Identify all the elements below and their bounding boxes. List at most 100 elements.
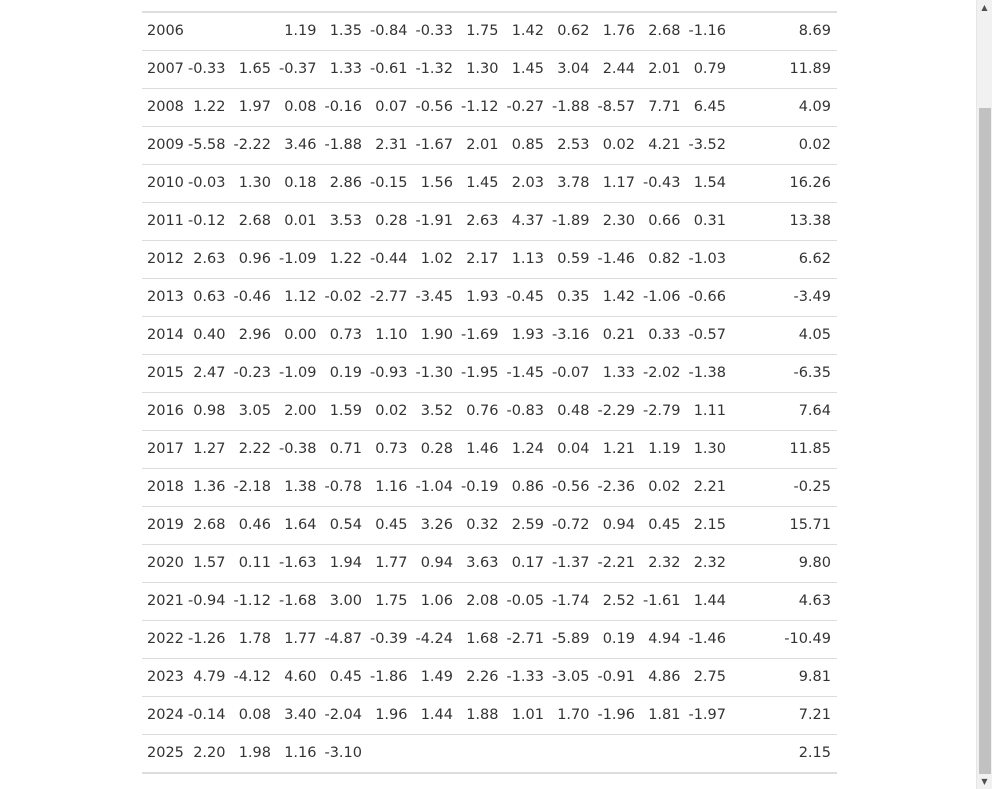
monthly-returns-table: 2006 1.19 1.35 -0.84 -0.33 1.75 1.42 0.62 1.76 2.… xyxy=(142,11,837,774)
year-cell: 2025 xyxy=(142,734,186,774)
month-value-cell: -1.45 xyxy=(504,354,550,393)
month-value-cell: -3.05 xyxy=(550,658,596,697)
year-total-cell: 9.80 xyxy=(784,544,837,583)
month-value-cell: -0.12 xyxy=(186,202,232,241)
month-value-cell: -1.03 xyxy=(686,240,732,279)
month-value-cell: 3.53 xyxy=(322,202,368,241)
table-row: 2013 0.63 -0.46 1.12 -0.02 -2.77 -3.45 1.93 -0.4… xyxy=(142,278,837,317)
month-value-cell: 2.86 xyxy=(322,164,368,203)
month-value-cell: 1.33 xyxy=(322,50,368,89)
spacer-cell xyxy=(732,430,784,469)
month-value-cell: -0.93 xyxy=(368,354,414,393)
month-value-cell: 1.42 xyxy=(595,278,641,317)
month-value-cell: 2.08 xyxy=(459,582,505,621)
month-value-cell xyxy=(641,734,687,774)
month-value-cell: 0.07 xyxy=(368,88,414,127)
month-value-cell: -0.19 xyxy=(459,468,505,507)
month-value-cell: 0.40 xyxy=(186,316,232,355)
year-cell: 2011 xyxy=(142,202,186,241)
month-value-cell: -0.23 xyxy=(231,354,277,393)
month-value-cell: 2.30 xyxy=(595,202,641,241)
month-value-cell: 2.31 xyxy=(368,126,414,165)
month-value-cell: 2.01 xyxy=(459,126,505,165)
month-value-cell: -2.22 xyxy=(231,126,277,165)
month-value-cell xyxy=(504,734,550,774)
month-value-cell: 0.19 xyxy=(595,620,641,659)
month-value-cell: -0.78 xyxy=(322,468,368,507)
month-value-cell: 0.86 xyxy=(504,468,550,507)
month-value-cell: -0.16 xyxy=(322,88,368,127)
month-value-cell: 2.21 xyxy=(686,468,732,507)
month-value-cell: 0.33 xyxy=(641,316,687,355)
month-value-cell: -2.29 xyxy=(595,392,641,431)
table-row: 2012 2.63 0.96 -1.09 1.22 -0.44 1.02 2.17 1.13 0.… xyxy=(142,240,837,279)
month-value-cell: 2.32 xyxy=(641,544,687,583)
month-value-cell: 0.02 xyxy=(595,126,641,165)
month-value-cell xyxy=(550,734,596,774)
year-cell: 2019 xyxy=(142,506,186,545)
month-value-cell: 1.17 xyxy=(595,164,641,203)
month-value-cell: 2.00 xyxy=(277,392,323,431)
month-value-cell: -4.87 xyxy=(322,620,368,659)
month-value-cell: 1.33 xyxy=(595,354,641,393)
year-total-cell: 8.69 xyxy=(784,11,837,51)
year-total-cell: 15.71 xyxy=(784,506,837,545)
vertical-scrollbar[interactable]: ▲ ▼ xyxy=(976,0,992,789)
month-value-cell: -8.57 xyxy=(595,88,641,127)
month-value-cell: -3.52 xyxy=(686,126,732,165)
month-value-cell: 7.71 xyxy=(641,88,687,127)
month-value-cell: 0.71 xyxy=(322,430,368,469)
month-value-cell: -1.46 xyxy=(595,240,641,279)
month-value-cell: -1.63 xyxy=(277,544,323,583)
scroll-up-arrow-icon[interactable]: ▲ xyxy=(981,3,988,12)
month-value-cell: 3.52 xyxy=(413,392,459,431)
month-value-cell: -3.10 xyxy=(322,734,368,774)
month-value-cell: 1.19 xyxy=(641,430,687,469)
month-value-cell: -0.91 xyxy=(595,658,641,697)
spacer-cell xyxy=(732,544,784,583)
month-value-cell: 3.05 xyxy=(231,392,277,431)
month-value-cell: 0.28 xyxy=(368,202,414,241)
scroll-thumb[interactable] xyxy=(979,108,991,774)
month-value-cell: 1.56 xyxy=(413,164,459,203)
year-total-cell: 9.81 xyxy=(784,658,837,697)
month-value-cell: 3.04 xyxy=(550,50,596,89)
month-value-cell: -1.30 xyxy=(413,354,459,393)
spacer-cell xyxy=(732,696,784,735)
month-value-cell: 1.12 xyxy=(277,278,323,317)
month-value-cell: -1.38 xyxy=(686,354,732,393)
month-value-cell: -1.09 xyxy=(277,354,323,393)
month-value-cell: -2.36 xyxy=(595,468,641,507)
month-value-cell: -0.39 xyxy=(368,620,414,659)
month-value-cell: 0.79 xyxy=(686,50,732,89)
month-value-cell: 1.75 xyxy=(368,582,414,621)
month-value-cell: 0.94 xyxy=(595,506,641,545)
spacer-cell xyxy=(732,506,784,545)
month-value-cell: 1.21 xyxy=(595,430,641,469)
year-total-cell: -3.49 xyxy=(784,278,837,317)
month-value-cell: 1.19 xyxy=(277,11,323,51)
month-value-cell: -2.04 xyxy=(322,696,368,735)
month-value-cell: -3.45 xyxy=(413,278,459,317)
month-value-cell: 1.94 xyxy=(322,544,368,583)
month-value-cell: -0.56 xyxy=(550,468,596,507)
month-value-cell: 2.03 xyxy=(504,164,550,203)
spacer-cell xyxy=(732,734,784,774)
month-value-cell: 1.77 xyxy=(368,544,414,583)
spacer-cell xyxy=(732,202,784,241)
month-value-cell: -2.21 xyxy=(595,544,641,583)
year-total-cell: 2.15 xyxy=(784,734,837,774)
monthly-returns-table-container: 2006 1.19 1.35 -0.84 -0.33 1.75 1.42 0.62 1.76 2.… xyxy=(142,11,837,774)
month-value-cell: 1.59 xyxy=(322,392,368,431)
month-value-cell: 2.15 xyxy=(686,506,732,545)
month-value-cell: 0.62 xyxy=(550,11,596,51)
month-value-cell: 2.32 xyxy=(686,544,732,583)
month-value-cell: -1.97 xyxy=(686,696,732,735)
month-value-cell xyxy=(231,11,277,51)
scroll-down-arrow-icon[interactable]: ▼ xyxy=(981,777,988,786)
month-value-cell: 0.02 xyxy=(641,468,687,507)
month-value-cell: -1.88 xyxy=(550,88,596,127)
month-value-cell: -1.96 xyxy=(595,696,641,735)
month-value-cell: 0.08 xyxy=(231,696,277,735)
month-value-cell: 2.47 xyxy=(186,354,232,393)
